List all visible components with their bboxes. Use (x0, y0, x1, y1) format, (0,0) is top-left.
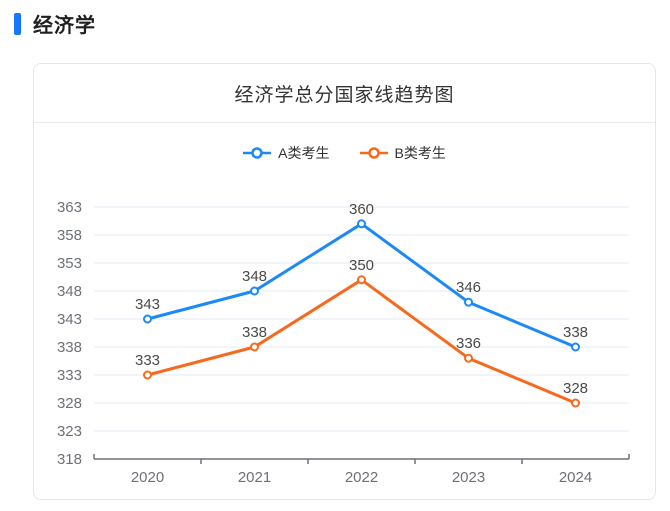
data-point[interactable] (571, 398, 580, 408)
data-point[interactable] (250, 342, 259, 352)
data-label: 338 (242, 324, 267, 341)
data-point[interactable] (357, 275, 366, 285)
y-tick-label: 333 (57, 367, 82, 384)
y-tick-label: 318 (57, 451, 82, 468)
accent-bar-icon (14, 12, 21, 35)
data-label: 328 (563, 380, 588, 397)
section-title: 经济学 (33, 15, 96, 37)
data-point[interactable] (143, 370, 152, 380)
y-tick-label: 363 (57, 199, 82, 216)
y-tick-label: 328 (57, 395, 82, 412)
legend-label: B类考生 (394, 145, 446, 161)
data-label: 350 (349, 257, 374, 274)
series-line (146, 278, 577, 405)
legend-line-marker-icon (243, 146, 272, 160)
y-tick-label: 323 (57, 423, 82, 440)
chart-legend: A类考生 B类考生 (34, 143, 655, 163)
data-label: 336 (456, 335, 481, 352)
x-tick-label: 2024 (559, 469, 592, 486)
data-point[interactable] (143, 314, 152, 324)
legend-label: A类考生 (278, 145, 330, 161)
x-tick-label: 2023 (452, 469, 485, 486)
data-label: 348 (242, 268, 267, 285)
legend-item[interactable]: A类考生 (243, 143, 330, 163)
x-tick-label: 2021 (238, 469, 271, 486)
data-point[interactable] (571, 342, 580, 352)
y-tick-label: 348 (57, 283, 82, 300)
data-label: 343 (135, 296, 160, 313)
x-tick-label: 2022 (345, 469, 378, 486)
y-tick-label: 343 (57, 311, 82, 328)
y-tick-label: 338 (57, 339, 82, 356)
section-header: 经济学 (14, 9, 96, 38)
series-line (146, 222, 577, 349)
data-point[interactable] (464, 297, 473, 307)
chart-title: 经济学总分国家线趋势图 (234, 84, 455, 106)
data-point[interactable] (357, 219, 366, 229)
data-label: 346 (456, 279, 481, 296)
data-point[interactable] (250, 286, 259, 296)
line-chart[interactable]: 318 323 328 333 338 343 348 353 358 363 2020 2021 20… (34, 123, 655, 499)
data-label: 338 (563, 324, 588, 341)
legend-item[interactable]: B类考生 (359, 143, 446, 163)
y-tick-label: 353 (57, 255, 82, 272)
chart-title-bar: 经济学总分国家线趋势图 (34, 64, 655, 123)
legend-line-marker-icon (359, 146, 388, 160)
data-label: 360 (349, 201, 374, 218)
x-tick-label: 2020 (131, 469, 164, 486)
data-label: 333 (135, 352, 160, 369)
y-tick-label: 358 (57, 227, 82, 244)
chart-card: 经济学总分国家线趋势图 A类考生 B类考生 318 323 328 333 338 343 3… (33, 63, 656, 500)
data-point[interactable] (464, 353, 473, 363)
chart-body: A类考生 B类考生 318 323 328 333 338 343 348 353 358 363 2… (34, 123, 655, 499)
